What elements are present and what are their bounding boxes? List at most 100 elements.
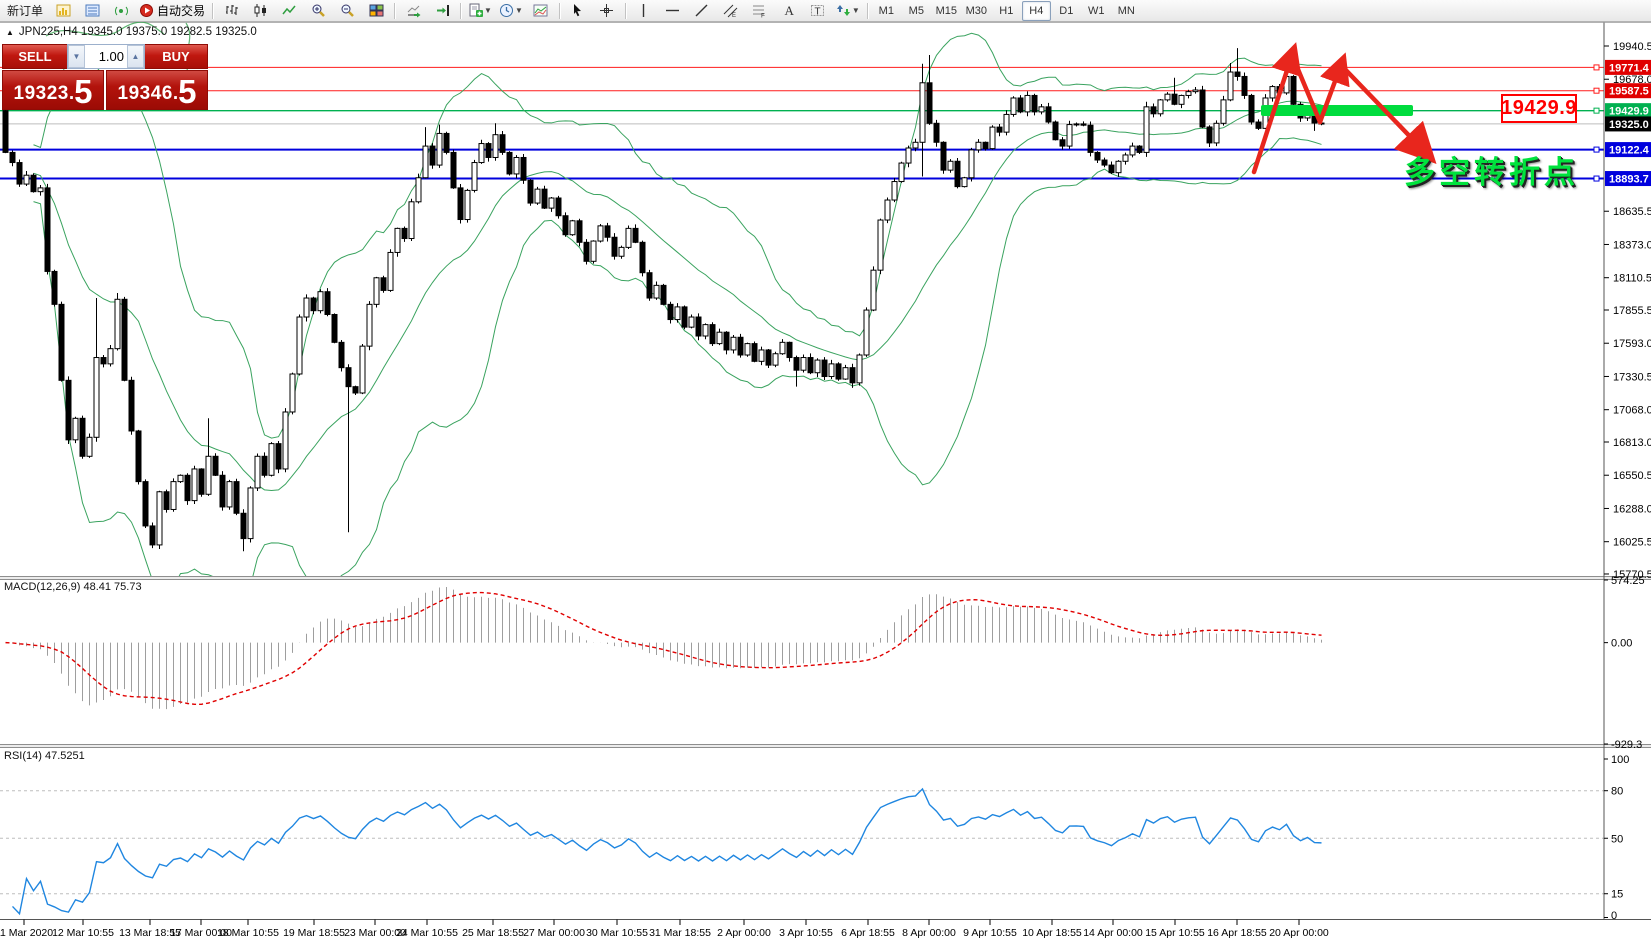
svg-text:19940.5: 19940.5 xyxy=(1613,41,1651,53)
sell-button[interactable]: SELL xyxy=(2,44,67,69)
volume-down-icon[interactable]: ▼ xyxy=(68,45,85,68)
svg-text:F: F xyxy=(761,13,765,19)
cursor-icon[interactable] xyxy=(564,0,592,22)
price-axis: 19940.519678.018635.518373.018110.517855… xyxy=(1604,41,1651,922)
trend-arrows xyxy=(1251,42,1437,175)
text-label-icon[interactable]: T xyxy=(804,0,832,22)
timeframe-m1-button[interactable]: M1 xyxy=(878,4,894,17)
one-click-trade-panel: SELL ▼ 1.00 ▲ BUY 19323. 5 19346. 5 xyxy=(2,44,208,110)
market-watch-icon[interactable] xyxy=(49,0,77,22)
buy-button[interactable]: BUY xyxy=(145,44,208,69)
chevron-down-icon[interactable]: ▼ xyxy=(514,6,523,15)
timeframe-w1-button[interactable]: W1 xyxy=(1088,4,1105,17)
sell-price-dot: . xyxy=(68,83,75,104)
svg-text:19325.0: 19325.0 xyxy=(1609,119,1649,131)
toolbar-separator xyxy=(394,2,396,19)
indicators-icon[interactable] xyxy=(527,0,555,22)
svg-text:18893.7: 18893.7 xyxy=(1609,174,1649,186)
svg-text:16025.5: 16025.5 xyxy=(1613,537,1651,549)
svg-text:24 Mar 10:55: 24 Mar 10:55 xyxy=(396,927,458,939)
svg-text:31 Mar 18:55: 31 Mar 18:55 xyxy=(649,927,711,939)
volume-up-icon[interactable]: ▲ xyxy=(127,45,144,68)
svg-text:19587.5: 19587.5 xyxy=(1609,86,1649,98)
chevron-down-icon[interactable]: ▼ xyxy=(484,6,492,15)
svg-text:6 Apr 18:55: 6 Apr 18:55 xyxy=(841,927,895,939)
crosshair-icon[interactable] xyxy=(593,0,621,22)
horizontal-line-icon[interactable] xyxy=(659,0,687,22)
bar-chart-icon[interactable] xyxy=(217,0,245,22)
timeframe-h4-button[interactable]: H4 xyxy=(1021,0,1051,21)
zoom-out-icon[interactable] xyxy=(333,0,361,22)
autotrading-label: 自动交易 xyxy=(157,4,206,18)
toolbar-separator xyxy=(866,2,868,19)
svg-text:16813.0: 16813.0 xyxy=(1613,437,1651,449)
timeframe-m30-button[interactable]: M30 xyxy=(965,4,987,17)
svg-text:0: 0 xyxy=(1611,910,1617,922)
auto-scroll-icon[interactable] xyxy=(399,0,427,22)
toolbar-separator xyxy=(624,2,626,19)
svg-text:50: 50 xyxy=(1611,833,1623,845)
buy-price-big: 5 xyxy=(178,73,197,110)
svg-text:15770.5: 15770.5 xyxy=(1613,569,1651,581)
autotrading-button[interactable]: 自动交易 xyxy=(136,0,208,22)
svg-text:18635.5: 18635.5 xyxy=(1613,206,1651,218)
svg-text:18 Mar 10:55: 18 Mar 10:55 xyxy=(217,927,279,939)
timeframe-mn-button[interactable]: MN xyxy=(1117,4,1135,17)
rsi-indicator-label: RSI(14) 47.5251 xyxy=(4,750,85,762)
data-window-icon[interactable] xyxy=(78,0,106,22)
svg-text:27 Mar 00:00: 27 Mar 00:00 xyxy=(523,927,585,939)
timeframe-h1-button[interactable]: H1 xyxy=(999,4,1014,17)
support-highlight-bar xyxy=(1261,105,1413,116)
price-callout-box[interactable]: 19429.9 xyxy=(1501,94,1577,123)
svg-text:17330.5: 17330.5 xyxy=(1613,371,1651,383)
svg-text:574.25: 574.25 xyxy=(1611,575,1645,587)
horizontal-level-lines xyxy=(0,64,1604,182)
candlestick-chart-icon[interactable] xyxy=(246,0,274,22)
svg-text:9 Apr 10:55: 9 Apr 10:55 xyxy=(963,927,1017,939)
macd-indicator-label: MACD(12,26,9) 48.41 75.73 xyxy=(4,581,142,593)
macd-histogram xyxy=(5,586,1322,710)
svg-text:A: A xyxy=(785,3,795,18)
timeframe-m5-button[interactable]: M5 xyxy=(908,4,924,17)
svg-text:15 Apr 10:55: 15 Apr 10:55 xyxy=(1145,927,1205,939)
svg-text:17855.5: 17855.5 xyxy=(1613,305,1651,317)
trendline-icon[interactable] xyxy=(688,0,716,22)
turning-point-annotation[interactable]: 多空转折点 xyxy=(1404,155,1579,190)
equidistant-channel-icon[interactable]: E xyxy=(717,0,745,22)
buy-price-quote[interactable]: 19346. 5 xyxy=(106,70,208,110)
svg-text:0.00: 0.00 xyxy=(1611,638,1632,650)
vertical-line-icon[interactable] xyxy=(630,0,658,22)
chevron-down-icon[interactable]: ▼ xyxy=(851,6,860,15)
toolbar: 新订单 自动交易 ▼ ▼ E F A T ▼ M1 M5 M15 M30 H1 H4 D1 W1 MN xyxy=(0,0,1651,22)
svg-text:16 Apr 18:55: 16 Apr 18:55 xyxy=(1207,927,1267,939)
volume-stepper[interactable]: ▼ 1.00 ▲ xyxy=(67,44,145,69)
sell-price-quote[interactable]: 19323. 5 xyxy=(2,70,104,110)
fibonacci-icon[interactable]: F xyxy=(746,0,774,22)
svg-text:18373.0: 18373.0 xyxy=(1613,239,1651,251)
profiles-icon[interactable]: ▼ xyxy=(496,0,526,22)
sell-price-main: 19323 xyxy=(13,83,69,104)
svg-text:15: 15 xyxy=(1611,889,1623,901)
chart-shift-icon[interactable] xyxy=(428,0,456,22)
new-chart-icon[interactable]: ▼ xyxy=(465,0,495,22)
timeframe-m15-button[interactable]: M15 xyxy=(935,4,957,17)
new-order-button[interactable]: 新订单 xyxy=(7,4,44,18)
svg-text:30 Mar 10:55: 30 Mar 10:55 xyxy=(586,927,648,939)
svg-text:19771.4: 19771.4 xyxy=(1609,62,1650,74)
text-icon[interactable]: A xyxy=(775,0,803,22)
volume-value[interactable]: 1.00 xyxy=(98,49,124,64)
tile-windows-icon[interactable] xyxy=(362,0,390,22)
svg-text:17593.0: 17593.0 xyxy=(1613,338,1651,350)
svg-text:80: 80 xyxy=(1611,786,1623,798)
zoom-in-icon[interactable] xyxy=(304,0,332,22)
strategy-tester-icon[interactable] xyxy=(107,0,135,22)
line-chart-icon[interactable] xyxy=(275,0,303,22)
toolbar-separator xyxy=(460,2,462,19)
arrows-icon[interactable]: ▼ xyxy=(833,0,863,22)
svg-text:-929.3: -929.3 xyxy=(1611,739,1642,751)
svg-text:14 Apr 00:00: 14 Apr 00:00 xyxy=(1083,927,1143,939)
svg-text:19 Mar 18:55: 19 Mar 18:55 xyxy=(283,927,345,939)
timeframe-d1-button[interactable]: D1 xyxy=(1059,4,1074,17)
